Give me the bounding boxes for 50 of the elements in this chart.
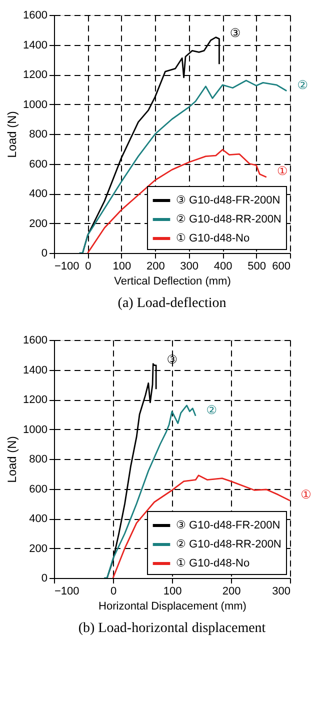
x-axis-title: Vertical Deflection (mm)	[114, 276, 231, 288]
x-tick-label: 600	[272, 260, 290, 272]
y-tick-label: 400	[29, 188, 48, 200]
legend-label: ① G10-d48-No	[176, 558, 250, 570]
text: (b) Load-horizontal displacement	[78, 621, 266, 636]
y-tick-label: 0	[41, 248, 48, 260]
y-tick-label: 0	[41, 572, 48, 584]
y-tick-label: 200	[29, 218, 48, 230]
x-tick-label: 100	[112, 260, 132, 272]
text: (a) Load-deflection	[118, 296, 226, 311]
y-tick-label: 200	[29, 542, 48, 555]
y-tick-label: 1600	[23, 334, 48, 346]
x-tick-label: 200	[146, 260, 165, 272]
annotation: ①	[277, 164, 288, 178]
annotation: ②	[206, 402, 217, 417]
x-tick-label: 300	[180, 260, 199, 272]
text: ①	[300, 488, 312, 502]
legend-label: ① G10-d48-No	[176, 232, 250, 244]
y-tick-label: 1600	[23, 10, 48, 22]
x-tick-label: 500	[248, 260, 266, 272]
legend-label: ③ G10-d48-FR-200N	[176, 194, 280, 206]
y-tick-label: 1400	[23, 364, 48, 376]
x-tick-label: 100	[163, 586, 182, 598]
annotation: ③	[230, 26, 241, 40]
x-tick-label: −100	[54, 586, 80, 598]
x-tick-label: 400	[214, 260, 232, 272]
y-tick-label: 400	[29, 513, 48, 525]
y-tick-label: 600	[29, 158, 48, 170]
y-tick-label: 800	[29, 454, 48, 466]
line-series	[112, 474, 290, 578]
legend-label: ③ G10-d48-FR-200N	[176, 520, 280, 532]
x-axis-title: Horizontal Displacement (mm)	[98, 600, 246, 612]
x-tick-label: 0	[110, 586, 117, 598]
y-tick-label: 800	[29, 128, 48, 140]
y-tick-label: 1200	[23, 69, 48, 81]
x-tick-label: 0	[85, 260, 92, 272]
legend-label: ② G10-d48-RR-200N	[176, 214, 282, 226]
y-axis-title: Load (N)	[5, 111, 20, 158]
text: ②	[297, 78, 308, 92]
legend-label: ② G10-d48-RR-200N	[176, 538, 282, 550]
y-axis-title: Load (N)	[5, 436, 20, 483]
x-tick-label: 300	[272, 586, 290, 598]
y-tick-label: 1000	[23, 98, 48, 111]
y-tick-label: 1200	[23, 394, 48, 406]
y-tick-label: 600	[29, 483, 48, 496]
y-tick-label: 1400	[23, 39, 48, 52]
y-tick-label: 1000	[23, 424, 48, 436]
line-series	[78, 80, 288, 253]
x-tick-label: −100	[54, 260, 80, 272]
x-tick-label: 200	[222, 586, 241, 598]
